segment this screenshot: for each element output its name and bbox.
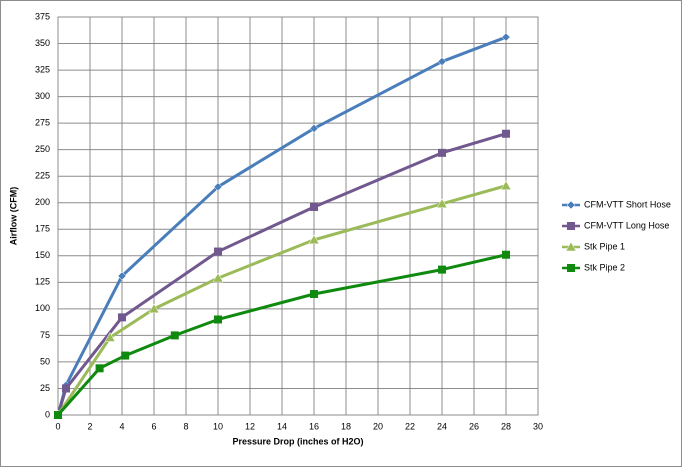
y-tick-label: 50	[40, 356, 50, 366]
legend-label: CFM-VTT Long Hose	[584, 220, 669, 230]
y-tick-label: 0	[45, 409, 50, 419]
y-tick-label: 75	[40, 330, 50, 340]
y-tick-label: 250	[35, 144, 50, 154]
x-tick-label: 6	[151, 421, 156, 431]
y-tick-label: 350	[35, 38, 50, 48]
x-tick-label: 26	[469, 421, 479, 431]
x-tick-label: 12	[245, 421, 255, 431]
y-tick-label: 375	[35, 11, 50, 21]
data-point	[121, 351, 130, 360]
legend-label: Stk Pipe 1	[584, 241, 625, 251]
plot-frame	[57, 16, 539, 416]
y-tick-label: 200	[35, 197, 50, 207]
x-axis-label: Pressure Drop (inches of H2O)	[232, 436, 363, 446]
data-point	[212, 272, 224, 283]
x-tick-label: 28	[501, 421, 511, 431]
x-tick-label: 8	[183, 421, 188, 431]
x-tick-label: 0	[55, 421, 60, 431]
y-tick-label: 275	[35, 118, 50, 128]
x-tick-label: 22	[405, 421, 415, 431]
data-point	[213, 182, 223, 192]
legend-label: Stk Pipe 2	[584, 262, 625, 272]
y-tick-label: 100	[35, 303, 50, 313]
y-tick-label: 300	[35, 91, 50, 101]
data-point	[117, 271, 127, 281]
y-tick-label: 125	[35, 277, 50, 287]
data-point	[148, 303, 160, 314]
x-tick-label: 16	[309, 421, 319, 431]
data-point	[502, 129, 510, 138]
data-point	[502, 250, 510, 259]
data-point	[95, 364, 104, 373]
x-tick-label: 14	[277, 421, 287, 431]
series-line	[56, 253, 507, 416]
x-tick-label: 10	[213, 421, 223, 431]
data-point	[438, 148, 446, 157]
y-axis-label: Airflow (CFM)	[8, 187, 18, 246]
legend-marker	[567, 264, 575, 272]
x-tick-label: 20	[373, 421, 383, 431]
data-point	[104, 332, 116, 342]
legend-marker	[565, 241, 577, 252]
x-tick-label: 18	[341, 421, 351, 431]
data-point	[214, 315, 222, 324]
y-tick-label: 25	[40, 383, 50, 393]
data-point	[310, 290, 318, 299]
data-point	[309, 124, 319, 133]
x-tick-label: 2	[87, 421, 92, 431]
legend-label: CFM-VTT Short Hose	[584, 199, 671, 209]
data-point	[308, 234, 320, 245]
data-point	[500, 180, 512, 191]
legend-marker	[567, 222, 575, 230]
data-point	[214, 247, 222, 256]
x-tick-label: 24	[437, 421, 447, 431]
y-tick-label: 225	[35, 171, 50, 181]
data-point	[501, 32, 511, 42]
data-point	[437, 57, 447, 66]
y-tick-label: 325	[35, 64, 50, 74]
y-tick-label: 150	[35, 250, 50, 260]
data-point	[310, 202, 318, 211]
y-tick-label: 175	[35, 224, 50, 234]
data-point	[438, 265, 446, 274]
data-point	[170, 331, 179, 340]
data-point	[436, 198, 448, 209]
x-tick-label: 4	[119, 421, 124, 431]
x-tick-label: 30	[533, 421, 543, 431]
data-point	[62, 384, 70, 393]
data-point	[54, 411, 62, 419]
data-point	[118, 313, 126, 322]
legend-marker	[566, 200, 576, 210]
